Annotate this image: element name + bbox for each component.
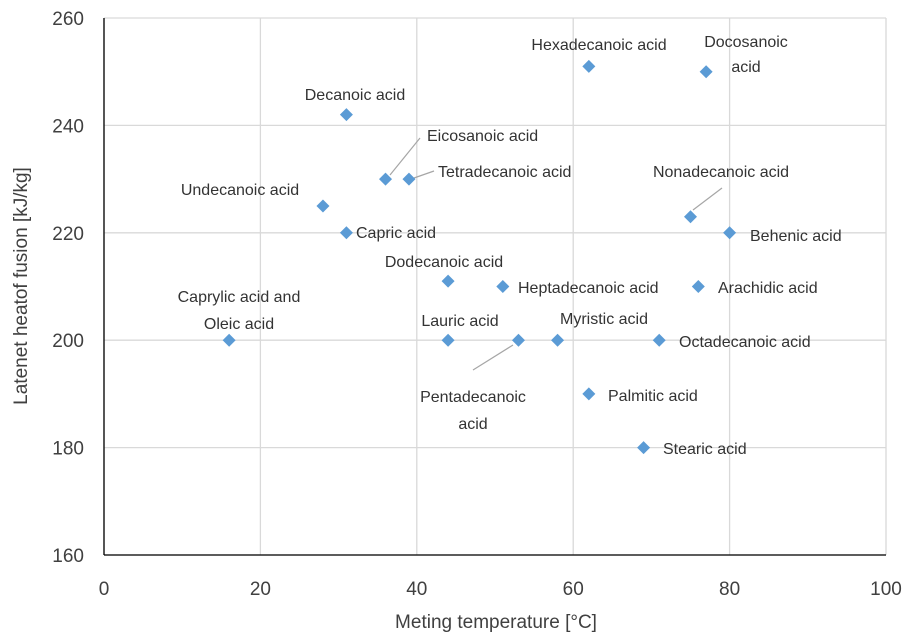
x-tick-label: 80 [719, 579, 740, 600]
y-tick-label: 200 [52, 331, 84, 352]
y-tick-label: 240 [52, 116, 84, 137]
x-tick-label: 40 [406, 579, 427, 600]
point-label: Stearic acid [663, 441, 747, 458]
data-point [684, 210, 697, 224]
point-label: Lauric acid [421, 313, 498, 330]
data-point [222, 333, 236, 347]
data-point [316, 199, 330, 213]
point-label: Arachidic acid [718, 280, 818, 297]
x-tick-label: 20 [250, 579, 271, 600]
data-point [582, 387, 596, 401]
data-point [582, 59, 596, 73]
point-label: Heptadecanoic acid [518, 280, 659, 297]
point-label: Myristic acid [560, 311, 648, 328]
x-tick-label: 100 [870, 579, 902, 600]
point-label: Nonadecanoic acid [653, 164, 789, 181]
point-label: Docosanoic acid [704, 34, 788, 76]
point-label: Caprylic acid and Oleic acid [178, 289, 301, 333]
leader-line [389, 137, 421, 176]
point-label: Undecanoic acid [181, 182, 299, 199]
point-labels: Hexadecanoic acid Docosanoic acid Decanoic … [178, 34, 842, 458]
point-label: Tetradecanoic acid [438, 164, 571, 181]
y-tick-label: 180 [52, 439, 84, 460]
point-label: Octadecanoic acid [679, 334, 811, 351]
x-tick-labels: 0 20 40 60 80 100 [99, 579, 902, 600]
point-label: Palmitic acid [608, 388, 698, 405]
data-point [339, 226, 353, 240]
data-point [402, 172, 416, 186]
data-point [637, 441, 651, 455]
x-axis-title: Meting temperature [°C] [395, 612, 597, 633]
data-point [379, 172, 393, 186]
data-point [441, 274, 455, 288]
y-tick-label: 160 [52, 546, 84, 567]
point-label: Pentadecanoic acid [420, 389, 526, 433]
y-tick-label: 220 [52, 224, 84, 245]
data-point [496, 280, 510, 293]
data-point [699, 65, 713, 79]
data-point [511, 333, 525, 347]
y-tick-label: 260 [52, 9, 84, 30]
y-axis-title: Latenet heatof fusion [kJ/kg] [11, 167, 32, 405]
leader-line [692, 187, 723, 211]
axes [103, 18, 886, 556]
data-point [691, 280, 705, 293]
data-point [723, 226, 737, 240]
x-tick-label: 60 [563, 579, 584, 600]
point-label: Hexadecanoic acid [531, 37, 666, 54]
point-label: Behenic acid [750, 228, 842, 245]
data-point [652, 333, 666, 347]
x-tick-label: 0 [99, 579, 110, 600]
leader-line [472, 344, 514, 371]
y-tick-labels: 160 180 200 220 240 260 [52, 9, 84, 567]
leader-line [413, 170, 435, 179]
data-point [551, 333, 565, 347]
point-label: Dodecanoic acid [385, 254, 503, 271]
point-label: Decanoic acid [305, 87, 406, 104]
point-label: Capric acid [356, 225, 436, 242]
data-point [441, 333, 455, 347]
point-label: Eicosanoic acid [427, 128, 538, 145]
leader-lines [389, 137, 723, 371]
data-points [222, 59, 737, 455]
data-point [339, 108, 353, 122]
